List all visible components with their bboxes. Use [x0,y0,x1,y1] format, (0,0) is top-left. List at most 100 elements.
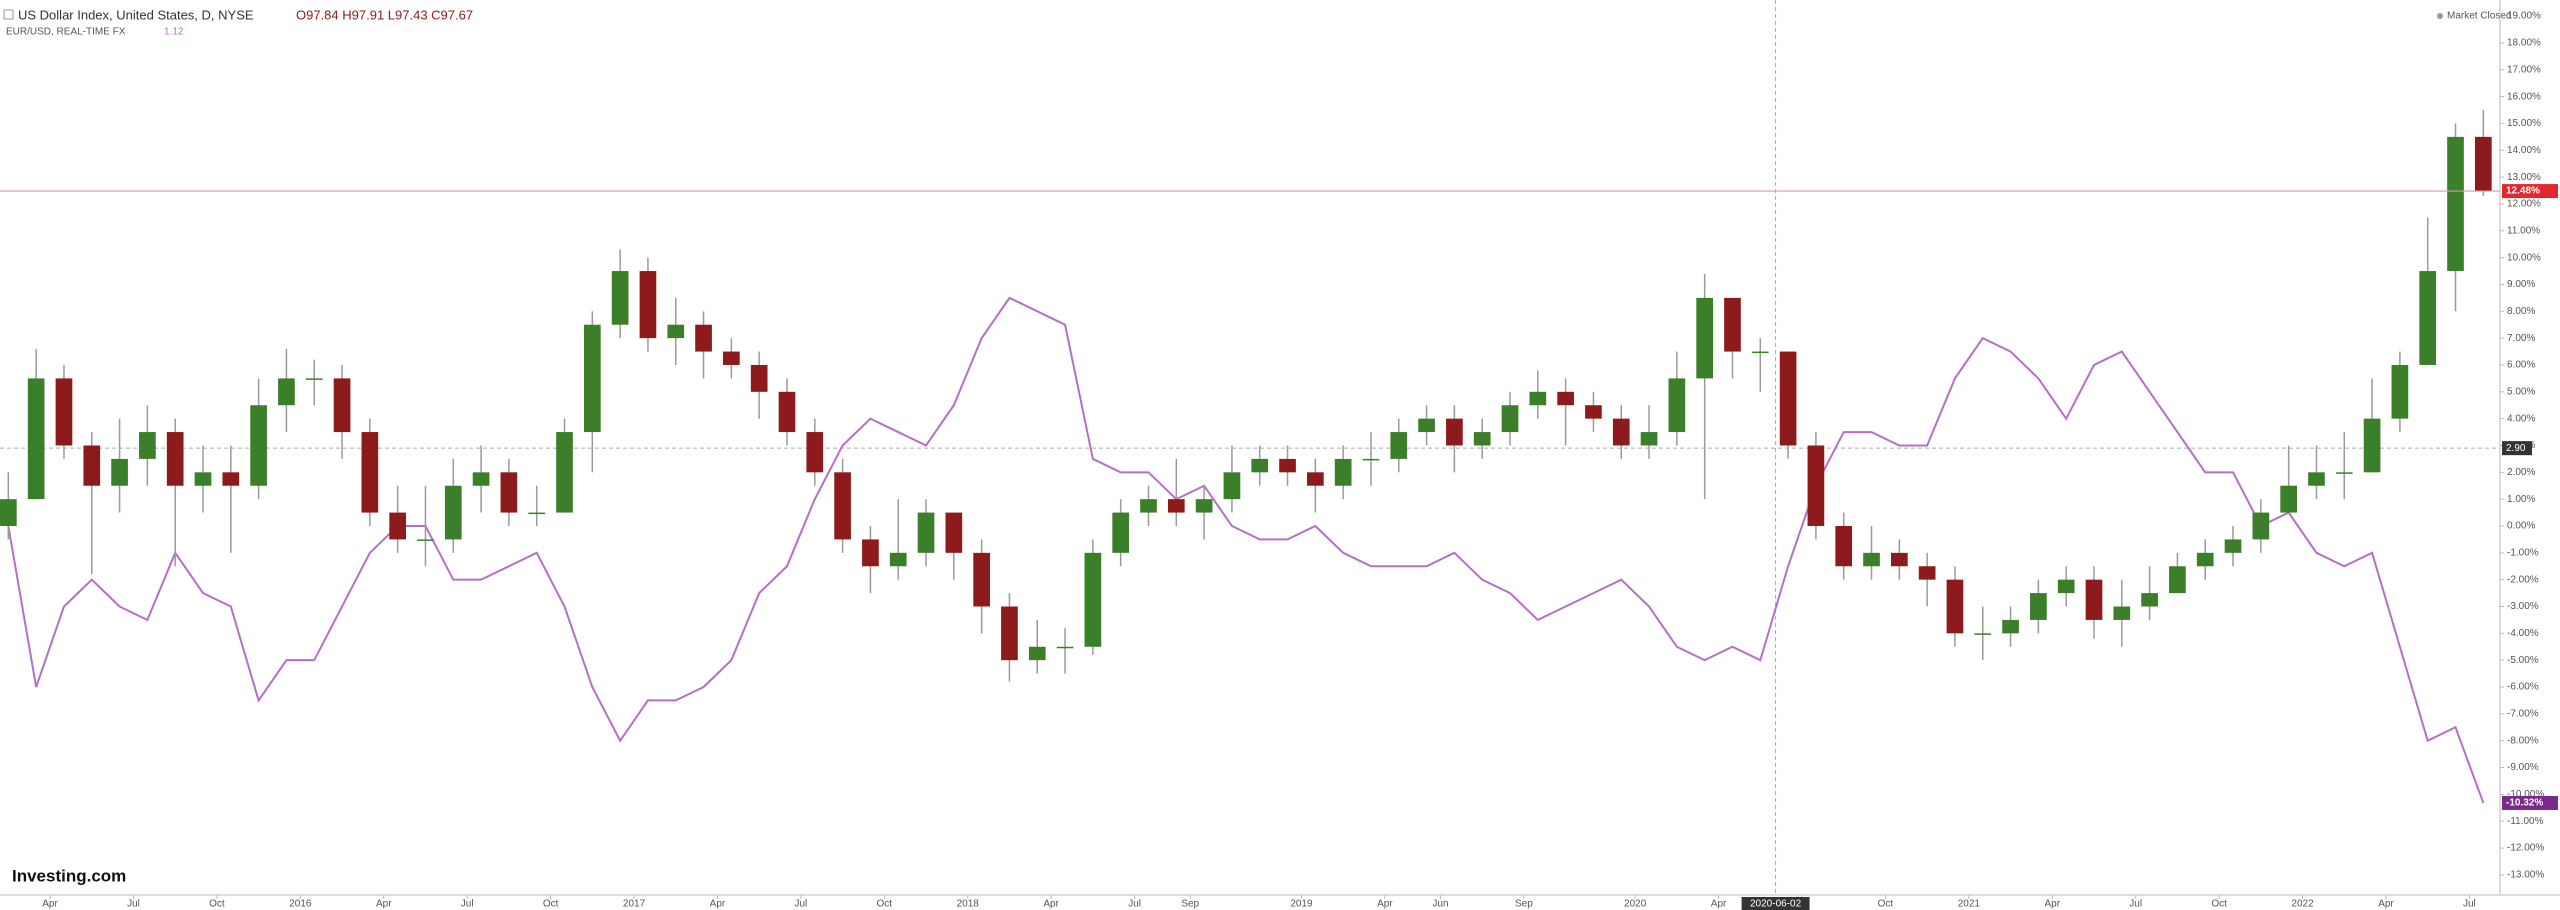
candle-body [889,552,907,567]
y-tick-label: 18.00% [2507,38,2541,49]
candle-body [1279,458,1296,473]
candle-body [1056,646,1074,649]
x-tick-label: Apr [1043,899,1059,910]
candle-body [917,512,935,553]
candle-body [639,271,657,339]
candle-body [1084,552,1102,647]
price-info: 1.12 [164,27,184,38]
x-tick-label: Jul [1128,899,1141,910]
x-tick-label: Jul [127,899,140,910]
candle-body [389,512,407,540]
candle-body [1918,566,1936,580]
y-tick-label: 12.00% [2507,199,2541,210]
candle-body [1028,646,1046,661]
candle-body [83,445,101,486]
candle-body [2030,593,2047,620]
candle-body [1223,472,1241,500]
candle-body [417,539,434,541]
crosshair-y-label: 2.90 [2506,443,2526,454]
candle-body [2280,485,2297,513]
candle-body [2169,566,2186,594]
candle-body [2085,579,2103,620]
crosshair-y-tag [2502,441,2532,456]
candle-body [194,472,212,486]
candle-body [1696,297,1714,379]
x-tick-label: Jul [2463,899,2476,910]
logo: Investing.com [12,866,126,885]
candle-body [1140,499,1157,513]
candle-body [1779,351,1797,446]
candle-body [1585,405,1602,419]
candle-body [1167,499,1185,513]
y-tick-label: 13.00% [2507,172,2541,183]
candle-body [500,472,518,513]
candle-body [611,271,629,325]
y-tick-label: -7.00% [2507,708,2539,719]
x-tick-label: Apr [710,899,726,910]
y-tick-label: -1.00% [2507,547,2539,558]
series-title: US Dollar Index, United States, D, NYSE [18,7,254,22]
x-tick-label: 2016 [289,899,312,910]
candle-body [2308,472,2325,486]
candle-body [2474,136,2492,192]
candle-body [472,472,490,486]
x-tick-label: Apr [376,899,392,910]
candle-body [2391,364,2409,419]
y-tick-label: 14.00% [2507,145,2541,156]
y-tick-label: 0.00% [2507,521,2535,532]
x-tick-label: 2021 [1958,899,1981,910]
candle-body [2419,271,2437,365]
candle-body [1334,458,1352,486]
candle-body [1418,418,1435,433]
x-tick-label: 2018 [957,899,980,910]
candle-body [528,512,546,515]
price-tag [2502,795,2558,810]
candle-body [1668,378,1686,433]
y-tick-label: 16.00% [2507,91,2541,102]
candle-body [778,391,796,433]
candle-body [2196,552,2214,567]
collapse-icon[interactable] [3,9,14,20]
candle-body [1362,458,1380,461]
x-tick-label: 2017 [623,899,646,910]
y-tick-label: -5.00% [2507,655,2539,666]
candle-body [1251,458,1269,473]
candle-body [1724,297,1741,352]
candle-body [222,472,240,486]
x-tick-label: Jul [461,899,474,910]
y-tick-label: 15.00% [2507,118,2541,129]
candle-body [1001,606,1018,661]
candle-body [2002,619,2019,634]
y-tick-label: -3.00% [2507,601,2539,612]
candle-body [1890,552,1908,567]
candle-body [1807,445,1825,526]
line-series [7,296,2485,804]
x-tick-label: 2019 [1290,899,1313,910]
candle-body [2057,579,2075,594]
candle-body [862,539,879,567]
x-tick-label: Jul [794,899,807,910]
x-tick-label: Apr [2378,899,2394,910]
x-tick-label: Oct [2211,899,2227,910]
candle-body [834,472,851,540]
candle-body [750,364,768,392]
x-tick-label: Sep [1515,899,1533,910]
candle-body [1390,432,1408,459]
series-title: EUR/USD, REAL-TIME FX [6,27,126,38]
y-tick-label: 8.00% [2507,306,2535,317]
candle-body [1640,432,1658,446]
candle-body [1473,432,1491,446]
x-tick-label: 2022 [2291,899,2314,910]
candle-body [556,432,573,513]
candle-body [2363,418,2381,473]
candle-body [305,378,323,380]
y-tick-label: 4.00% [2507,413,2535,424]
candle-body [2252,512,2270,540]
candle-body [55,378,73,446]
candle-body [2113,606,2131,620]
y-tick-label: -8.00% [2507,735,2539,746]
candle-body [667,324,685,339]
candle-body [333,378,351,433]
